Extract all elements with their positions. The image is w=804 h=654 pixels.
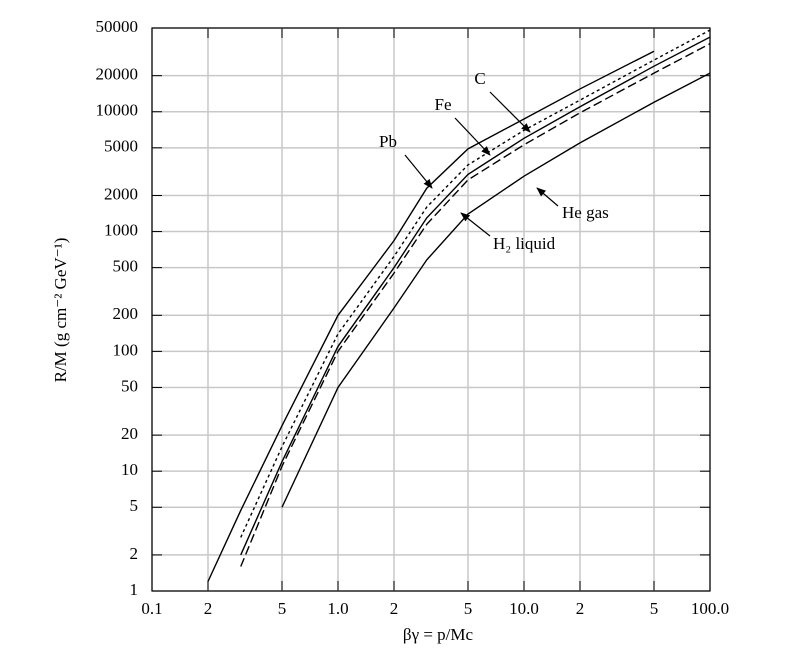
x-tick-label: 100.0: [691, 599, 729, 618]
x-tick-label: 2: [390, 599, 399, 618]
y-tick-label: 2: [130, 544, 139, 563]
x-tick-label: 5: [278, 599, 287, 618]
y-tick-label: 1: [130, 580, 139, 599]
x-tick-label: 2: [204, 599, 213, 618]
x-tick-label: 5: [464, 599, 473, 618]
x-axis-label: βγ = p/Mc: [403, 625, 474, 644]
y-tick-label: 20: [121, 424, 138, 443]
series-label: C: [474, 69, 485, 88]
y-tick-label: 500: [113, 257, 139, 276]
y-tick-label: 100: [113, 340, 139, 359]
y-tick-label: 50000: [96, 17, 139, 36]
series-line: [207, 50, 655, 582]
label-arrow: [460, 212, 491, 237]
y-tick-label: 10000: [96, 101, 139, 120]
plot-frame: [151, 27, 711, 592]
y-tick-label: 2000: [104, 184, 138, 203]
x-tick-label: 1.0: [327, 599, 348, 618]
series-label: Pb: [379, 132, 397, 151]
x-tick-label: 0.1: [141, 599, 162, 618]
series-line: [240, 29, 710, 538]
y-tick-label: 5000: [104, 137, 138, 156]
x-tick-label: 10.0: [509, 599, 539, 618]
y-tick-label: 5: [130, 496, 139, 515]
label-arrow: [454, 117, 491, 156]
y-tick-label: 50: [121, 376, 138, 395]
y-tick-label: 10: [121, 460, 138, 479]
x-tick-label: 5: [650, 599, 659, 618]
y-tick-label: 200: [113, 304, 139, 323]
y-tick-label: 1000: [104, 220, 138, 239]
series-line: [281, 72, 710, 508]
x-tick-label: 2: [576, 599, 585, 618]
series-label: H₂ liquid: [493, 234, 556, 253]
series-label: Fe: [435, 95, 452, 114]
y-axis-label: R/M (g cm⁻² GeV⁻¹): [51, 238, 70, 383]
series-label: He gas: [562, 203, 609, 222]
series-line: [240, 43, 710, 567]
label-arrow: [489, 91, 531, 133]
series-line: [240, 36, 710, 556]
label-arrow: [536, 187, 559, 207]
y-tick-label: 20000: [96, 65, 139, 84]
label-arrow: [404, 154, 433, 189]
